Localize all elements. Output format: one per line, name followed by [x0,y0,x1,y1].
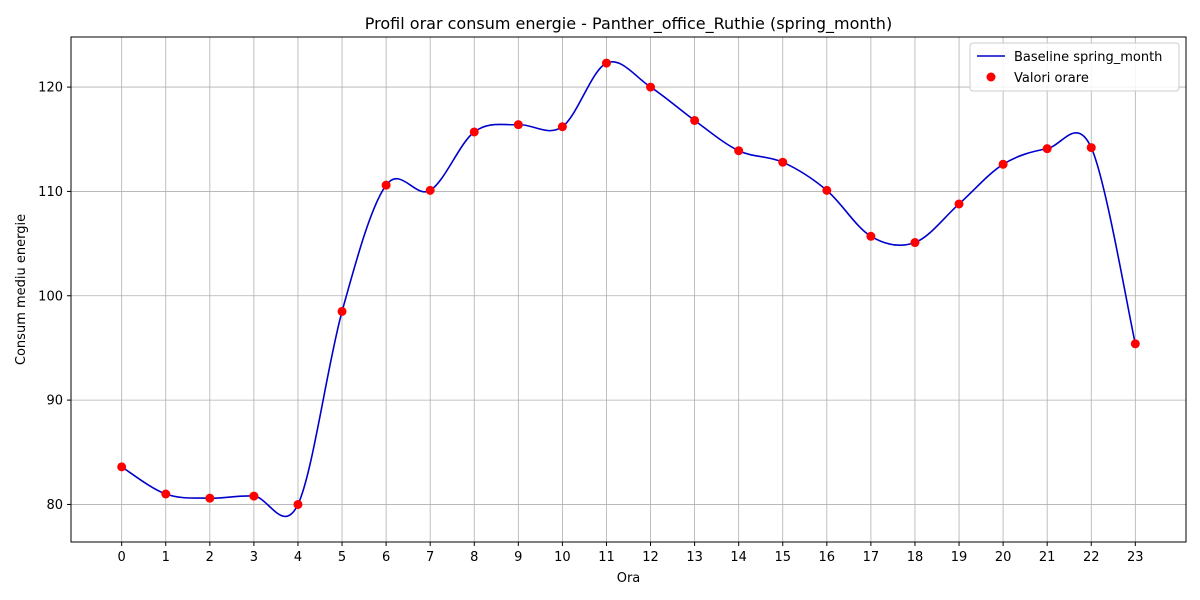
data-point [734,146,744,156]
x-tick-label: 13 [686,550,703,565]
legend-point-swatch [986,72,996,82]
data-point [601,58,611,68]
x-tick-label: 1 [162,550,170,565]
x-tick-label: 23 [1127,550,1144,565]
legend-point-label: Valori orare [1014,71,1089,86]
x-tick-label: 2 [206,550,214,565]
data-point [425,185,435,195]
legend: Baseline spring_month Valori orare [969,42,1180,92]
data-point [910,238,920,248]
data-point [866,231,876,241]
data-point [690,115,700,125]
x-tick-label: 15 [774,550,791,565]
x-tick-label: 19 [951,550,968,565]
y-tick-label: 100 [38,289,63,304]
data-point [822,185,832,195]
data-point [513,120,523,130]
plot-frame [70,36,1187,543]
data-point [646,82,656,92]
data-point [1086,143,1096,153]
x-tick-label: 20 [995,550,1012,565]
x-tick-label: 6 [382,550,390,565]
data-point [249,491,259,501]
x-axis: 0 1 2 3 4 5 6 7 8 9 10 11 12 13 14 15 16 17 18 19 20 21 22 23 [118,542,1144,565]
data-point [469,127,479,137]
legend-line-label: Baseline spring_month [1014,50,1162,65]
data-point [778,157,788,167]
data-point [293,499,303,509]
grid [71,37,1186,542]
y-axis-title: Consum mediu energie [14,214,29,365]
series-points-group [117,58,1140,509]
x-tick-label: 3 [250,550,258,565]
data-point [381,180,391,190]
x-tick-label: 8 [470,550,478,565]
data-point [954,199,964,209]
y-tick-label: 120 [38,81,63,96]
x-tick-label: 7 [426,550,434,565]
y-tick-label: 110 [38,185,63,200]
y-tick-label: 80 [46,498,63,513]
data-point [1130,339,1140,349]
y-axis: 80 90 100 110 120 [38,81,71,513]
x-tick-label: 0 [118,550,126,565]
chart-title: Profil orar consum energie - Panther_off… [365,14,892,34]
x-tick-label: 9 [514,550,522,565]
x-tick-label: 10 [554,550,571,565]
x-axis-title: Ora [617,571,641,586]
legend-box [969,42,1180,92]
data-point [161,489,171,499]
x-tick-label: 11 [598,550,615,565]
x-tick-label: 5 [338,550,346,565]
data-point [337,306,347,316]
x-tick-label: 21 [1039,550,1056,565]
data-point [1042,144,1052,154]
x-tick-label: 14 [730,550,747,565]
y-tick-label: 90 [46,394,63,409]
data-point [205,493,215,503]
x-tick-label: 17 [863,550,880,565]
x-tick-label: 4 [294,550,302,565]
data-point [557,122,567,132]
x-tick-label: 18 [907,550,924,565]
x-tick-label: 16 [819,550,836,565]
x-tick-label: 12 [642,550,659,565]
x-tick-label: 22 [1083,550,1100,565]
data-point [998,159,1008,169]
data-point [117,462,127,472]
